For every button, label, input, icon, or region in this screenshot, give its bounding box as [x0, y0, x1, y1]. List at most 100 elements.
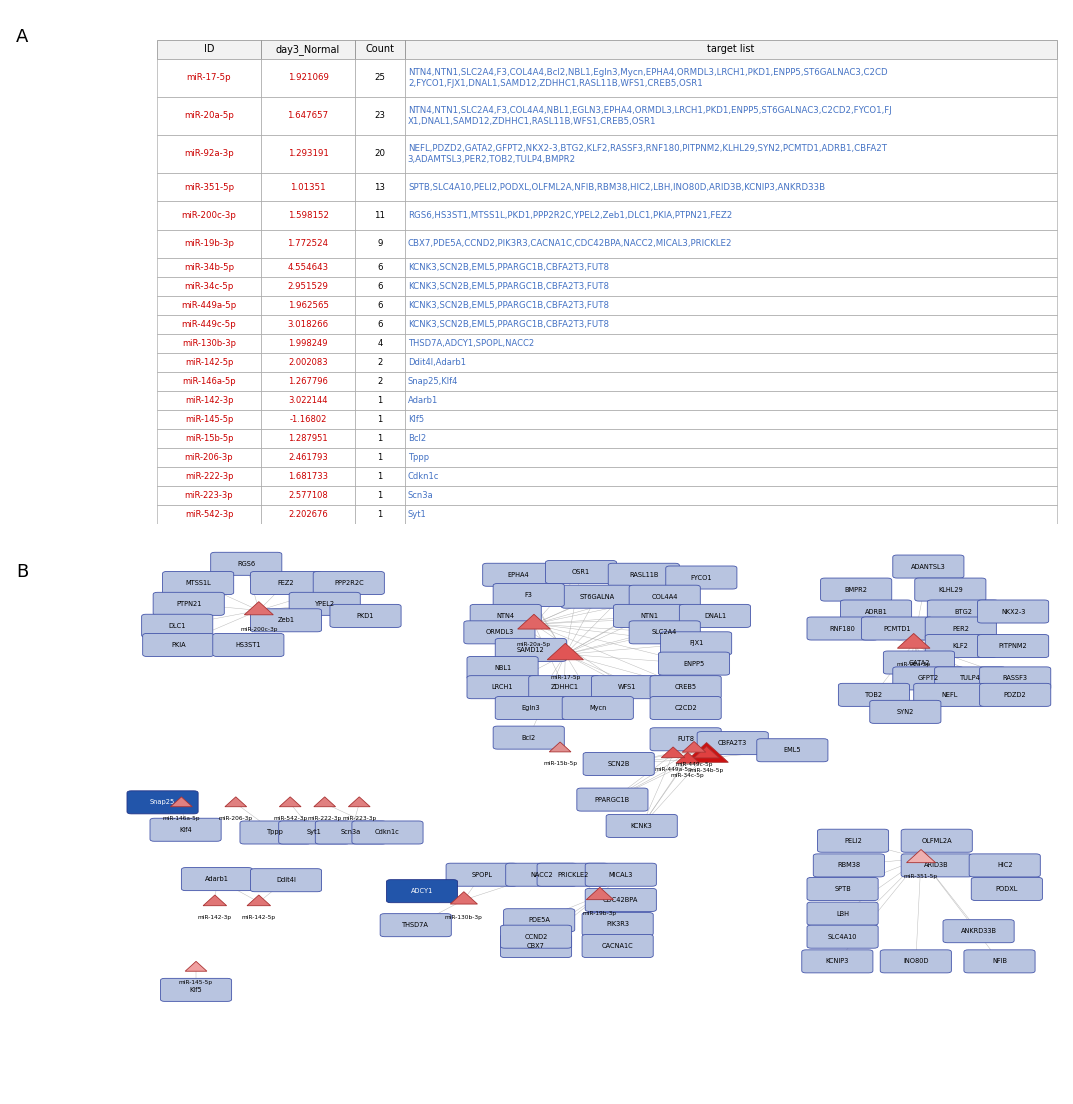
Bar [405, 335, 1057, 353]
Text: ADRB1: ADRB1 [865, 608, 887, 615]
FancyBboxPatch shape [608, 563, 679, 586]
Bar [158, 486, 261, 505]
Text: miR-34b-5p: miR-34b-5p [690, 768, 723, 773]
FancyBboxPatch shape [679, 604, 750, 627]
Text: SPOPL: SPOPL [471, 872, 493, 878]
Bar [158, 315, 261, 335]
FancyBboxPatch shape [838, 683, 910, 707]
FancyBboxPatch shape [807, 878, 878, 901]
Bar [405, 391, 1057, 410]
FancyBboxPatch shape [978, 635, 1048, 658]
Text: miR-146a-5p: miR-146a-5p [182, 376, 236, 386]
Text: 1: 1 [378, 434, 383, 443]
Text: EPHA4: EPHA4 [508, 572, 529, 577]
FancyBboxPatch shape [807, 925, 878, 948]
Text: Adarb1: Adarb1 [205, 877, 229, 882]
Bar [261, 135, 355, 173]
Text: 6: 6 [378, 263, 383, 273]
FancyBboxPatch shape [500, 925, 572, 948]
FancyBboxPatch shape [153, 593, 224, 615]
Text: 3.018266: 3.018266 [288, 320, 328, 329]
Text: miR-34b-5p: miR-34b-5p [183, 263, 234, 273]
Text: Adarb1: Adarb1 [408, 396, 438, 405]
Bar [405, 372, 1057, 391]
Text: SCN2B: SCN2B [607, 761, 630, 767]
Text: miR-142-3p: miR-142-3p [185, 396, 233, 405]
Text: miR-449a-5p: miR-449a-5p [181, 301, 237, 310]
FancyBboxPatch shape [150, 818, 221, 841]
Text: Mycn: Mycn [589, 705, 606, 711]
Text: -1.16802: -1.16802 [290, 415, 326, 424]
Bar [355, 428, 405, 448]
Text: miR-222-3p: miR-222-3p [308, 816, 342, 820]
Text: 1: 1 [378, 510, 383, 519]
Text: miR-34c-5p: miR-34c-5p [671, 773, 705, 777]
FancyBboxPatch shape [446, 863, 517, 887]
Text: 25: 25 [374, 74, 385, 83]
Text: OLFML2A: OLFML2A [922, 838, 952, 843]
Text: CCND2: CCND2 [525, 934, 547, 940]
FancyBboxPatch shape [240, 821, 311, 845]
Text: miR-34c-5p: miR-34c-5p [185, 283, 234, 291]
Text: miR-20a-5p: miR-20a-5p [517, 643, 552, 647]
FancyBboxPatch shape [862, 617, 932, 640]
Bar [158, 448, 261, 467]
Text: 20: 20 [374, 149, 385, 158]
Text: EML5: EML5 [783, 747, 802, 753]
Text: RNF180: RNF180 [829, 626, 855, 631]
Text: miR-130b-3p: miR-130b-3p [445, 915, 483, 920]
Text: WFS1: WFS1 [618, 684, 636, 690]
Text: Count: Count [366, 44, 395, 54]
Text: Syt1: Syt1 [307, 829, 322, 836]
FancyBboxPatch shape [659, 652, 730, 676]
Text: 1.772524: 1.772524 [288, 240, 328, 248]
Bar [261, 410, 355, 428]
Text: PRICKLE2: PRICKLE2 [557, 872, 588, 878]
Bar [355, 372, 405, 391]
Text: NTN4: NTN4 [497, 613, 515, 619]
Bar [405, 40, 1057, 59]
Text: GFPT2: GFPT2 [917, 676, 939, 681]
Text: NKX2-3: NKX2-3 [1001, 608, 1026, 615]
FancyBboxPatch shape [614, 604, 685, 627]
Text: 13: 13 [374, 182, 385, 191]
Bar [261, 353, 355, 372]
Text: ARID3B: ARID3B [925, 862, 949, 869]
Text: ST6GALNA: ST6GALNA [579, 594, 614, 599]
Bar [261, 296, 355, 315]
Text: 2: 2 [378, 376, 383, 386]
Bar [355, 59, 405, 97]
Text: KCNK3: KCNK3 [631, 822, 652, 829]
Bar [405, 296, 1057, 315]
Text: Egln3: Egln3 [521, 705, 540, 711]
Text: NTN1: NTN1 [640, 613, 658, 619]
Text: SAMD12: SAMD12 [517, 647, 545, 652]
Text: DLC1: DLC1 [168, 623, 186, 629]
FancyBboxPatch shape [464, 620, 535, 644]
Text: SLC2A4: SLC2A4 [652, 629, 677, 635]
FancyBboxPatch shape [142, 614, 212, 637]
Bar [261, 315, 355, 335]
Text: 1.267796: 1.267796 [288, 376, 328, 386]
Text: miR-200c-3p: miR-200c-3p [181, 211, 236, 220]
FancyBboxPatch shape [127, 790, 199, 814]
FancyBboxPatch shape [935, 667, 1005, 690]
FancyBboxPatch shape [964, 949, 1035, 973]
Bar [355, 467, 405, 486]
Text: TULP4: TULP4 [959, 676, 981, 681]
Text: A: A [16, 28, 29, 45]
FancyBboxPatch shape [500, 934, 572, 957]
Text: miR-145-5p: miR-145-5p [179, 980, 214, 985]
Text: PKIA: PKIA [171, 641, 186, 648]
Text: NTN4,NTN1,SLC2A4,F3,COL4A4,Bcl2,NBL1,Egln3,Mycn,EPHA4,ORMDL3,LRCH1,PKD1,ENPP5,ST: NTN4,NTN1,SLC2A4,F3,COL4A4,Bcl2,NBL1,Egl… [408, 68, 887, 87]
FancyBboxPatch shape [483, 563, 554, 586]
Text: COL4A4: COL4A4 [651, 594, 678, 599]
Bar [405, 173, 1057, 201]
FancyBboxPatch shape [978, 599, 1048, 623]
FancyBboxPatch shape [585, 889, 657, 912]
Text: 1.647657: 1.647657 [288, 112, 328, 120]
Text: 1.01351: 1.01351 [290, 182, 326, 191]
Text: miR-15b-5p: miR-15b-5p [185, 434, 233, 443]
Text: HIC2: HIC2 [997, 862, 1013, 869]
Text: PITPNM2: PITPNM2 [999, 643, 1028, 649]
